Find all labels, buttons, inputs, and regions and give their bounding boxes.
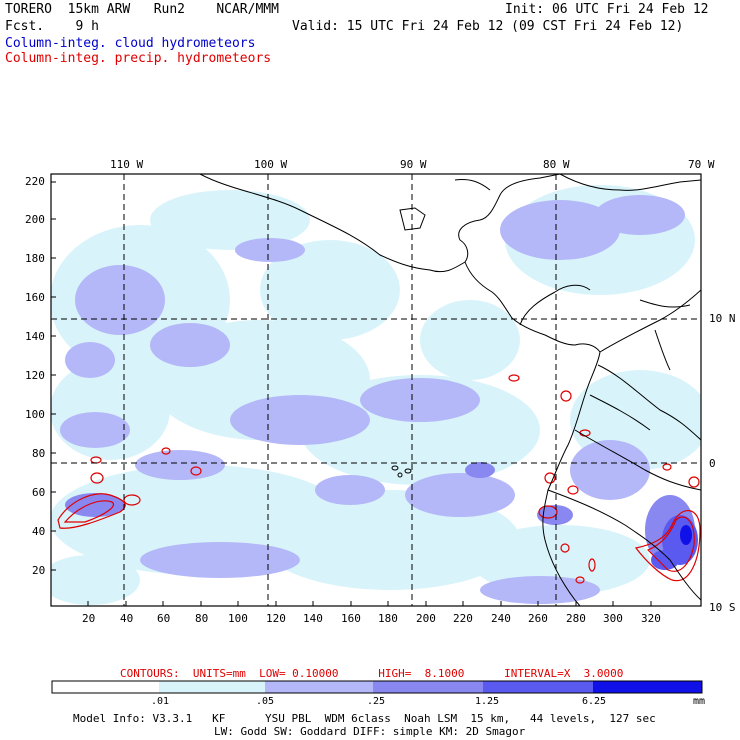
- colorbar-frame: [51, 680, 703, 694]
- cloud-bin-medium: [60, 195, 685, 604]
- contour-info: CONTOURS: UNITS=mm LOW= 0.10000 HIGH= 8.…: [120, 667, 624, 680]
- legend-cloud-hydrometeors: Column-integ. cloud hydrometeors: [5, 36, 256, 51]
- y-tick-label: 20: [32, 564, 46, 577]
- y-tick-label: 140: [25, 330, 45, 343]
- y-tick-label: 200: [25, 213, 45, 226]
- cloud-field: [51, 174, 701, 606]
- x-tick-label: 200: [416, 612, 436, 625]
- x-tick-marks: [87, 601, 652, 606]
- lat-label-0: 0: [709, 457, 716, 470]
- colorbar-bin-3: [373, 681, 483, 693]
- x-tick-label: 320: [641, 612, 661, 625]
- init-time: Init: 06 UTC Fri 24 Feb 12: [505, 2, 709, 17]
- x-tick-label: 280: [566, 612, 586, 625]
- lat-label-10s: 10 S: [709, 601, 736, 614]
- colorbar-label: .25: [367, 696, 386, 707]
- lon-label-70w: 70 W: [688, 158, 715, 171]
- model-title: TORERO 15km ARW Run2 NCAR/MMM: [5, 2, 279, 17]
- lon-label-80w: 80 W: [543, 158, 570, 171]
- colorbar-bin-4: [483, 681, 593, 693]
- x-tick-label: 260: [528, 612, 548, 625]
- precip-contours: [57, 374, 701, 584]
- x-tick-label: 120: [266, 612, 286, 625]
- colorbar-bin-0: [52, 681, 159, 693]
- colorbar-label: 1.25: [475, 696, 500, 707]
- x-tick-label: 140: [303, 612, 323, 625]
- y-tick-label: 40: [32, 525, 46, 538]
- cloud-bin-light: [51, 185, 701, 605]
- map-frame: [50, 173, 702, 607]
- lon-label-110w: 110 W: [110, 158, 144, 171]
- lon-label-100w: 100 W: [254, 158, 288, 171]
- lat-label-10n: 10 N: [709, 312, 736, 325]
- colorbar-label: .01: [151, 696, 170, 707]
- y-tick-marks: [51, 181, 56, 571]
- y-tick-label: 80: [32, 447, 46, 460]
- colorbar-bin-5: [593, 681, 702, 693]
- model-info: Model Info: V3.3.1 KF YSU PBL WDM 6class…: [73, 712, 656, 725]
- model-physics: LW: Godd SW: Goddard DIFF: simple KM: 2D…: [214, 725, 526, 738]
- colorbar-bin-1: [159, 681, 265, 693]
- lat-lon-grid: [51, 174, 701, 606]
- y-tick-label: 160: [25, 291, 45, 304]
- colorbar-unit: mm: [693, 696, 706, 707]
- coastlines: [199, 174, 701, 606]
- y-tick-label: 220: [25, 175, 45, 188]
- colorbar-label: 6.25: [582, 696, 607, 707]
- x-tick-label: 100: [228, 612, 248, 625]
- x-tick-label: 20: [82, 612, 96, 625]
- legend-precip-hydrometeors: Column-integ. precip. hydrometeors: [5, 51, 272, 66]
- x-tick-label: 60: [157, 612, 171, 625]
- x-tick-label: 40: [120, 612, 134, 625]
- valid-time: Valid: 15 UTC Fri 24 Feb 12 (09 CST Fri …: [292, 19, 684, 34]
- colorbar: [51, 680, 703, 694]
- y-tick-label: 120: [25, 369, 45, 382]
- y-tick-label: 180: [25, 252, 45, 265]
- x-tick-label: 300: [603, 612, 623, 625]
- x-tick-label: 180: [378, 612, 398, 625]
- y-tick-label: 100: [25, 408, 45, 421]
- colorbar-bin-2: [265, 681, 373, 693]
- x-tick-label: 160: [341, 612, 361, 625]
- y-tick-label: 60: [32, 486, 46, 499]
- x-tick-label: 240: [491, 612, 511, 625]
- lon-label-90w: 90 W: [400, 158, 427, 171]
- cloud-bin-max: [680, 525, 692, 545]
- colorbar-label: .05: [256, 696, 275, 707]
- x-tick-label: 80: [195, 612, 209, 625]
- forecast-hour: Fcst. 9 h: [5, 19, 99, 34]
- x-tick-label: 220: [453, 612, 473, 625]
